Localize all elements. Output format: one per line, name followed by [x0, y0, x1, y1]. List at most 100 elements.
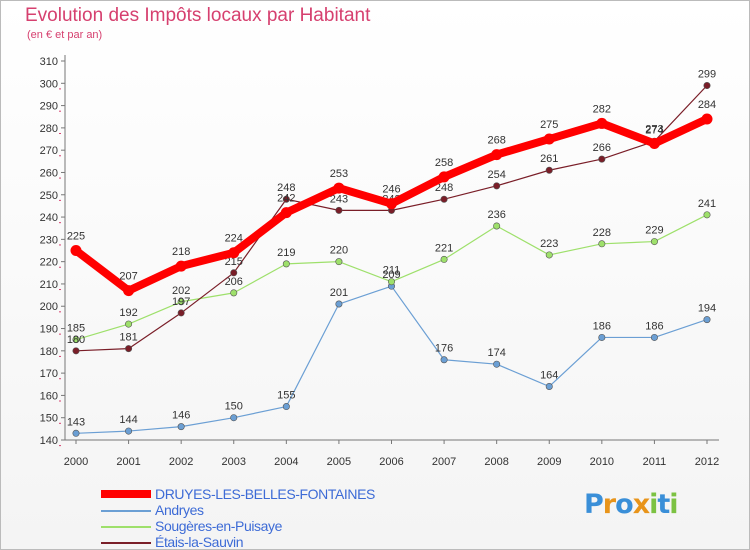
data-label: 144 [119, 414, 137, 426]
data-point [545, 251, 553, 259]
data-point [125, 427, 133, 435]
data-label: 186 [645, 320, 663, 332]
data-label: 164 [540, 369, 558, 381]
x-tick-label: 2005 [327, 456, 351, 468]
data-label: 155 [277, 390, 295, 402]
y-tick-label: 240 [40, 212, 58, 224]
legend-label: DRUYES-LES-BELLES-FONTAINES [155, 486, 375, 502]
data-point [230, 414, 238, 422]
y-tick-label: 260 [40, 167, 58, 179]
legend-label: Étais-la-Sauvin [155, 534, 244, 550]
data-point [72, 429, 80, 437]
x-tick-label: 2007 [432, 456, 456, 468]
data-label: 220 [330, 245, 348, 257]
y-tick-label: 310 [40, 56, 58, 68]
legend-swatch [101, 510, 151, 512]
data-point [648, 137, 660, 149]
data-label: 261 [540, 153, 558, 165]
series-sougeres-en-puisaye: 185 192 202 206 219 220 211 221 236 223 228 229 241 [67, 198, 716, 344]
x-tick-label: 2000 [64, 456, 88, 468]
y-tick-label: 160 [40, 390, 58, 402]
y-tick-label: 250 [40, 190, 58, 202]
data-label: 223 [540, 238, 558, 250]
data-point [440, 255, 448, 263]
data-label: 215 [225, 256, 243, 268]
data-point [598, 333, 606, 341]
data-point [703, 211, 711, 219]
x-tick-label: 2002 [169, 456, 193, 468]
data-point [282, 403, 290, 411]
series-druyes-les-belles-fontaines: 225 207 218 224 242 253 246 258 268 275 282 273 284 [67, 99, 716, 297]
data-point [177, 423, 185, 431]
y-tick-label: 230 [40, 234, 58, 246]
data-point [228, 247, 240, 259]
data-label: 192 [119, 307, 137, 319]
data-label: 218 [172, 246, 190, 258]
data-label: 224 [225, 233, 243, 245]
data-label: 254 [487, 169, 505, 181]
x-tick-label: 2004 [274, 456, 298, 468]
data-point [72, 347, 80, 355]
x-tick-label: 2006 [379, 456, 403, 468]
data-point [387, 278, 395, 286]
series-etais-la-sauvin: 180181197215248243243248254261266274299 [67, 69, 716, 355]
data-point [491, 149, 503, 161]
data-point [440, 356, 448, 364]
logo-letter: i [649, 489, 658, 520]
data-point [438, 171, 450, 183]
data-point [703, 82, 711, 90]
y-tick-label: 210 [40, 279, 58, 291]
data-point [493, 182, 501, 190]
data-point [650, 238, 658, 246]
data-label: 299 [698, 69, 716, 81]
data-label: 284 [698, 99, 716, 111]
data-label: 246 [382, 184, 400, 196]
data-point [177, 298, 185, 306]
y-tick-label: 280 [40, 123, 58, 135]
data-label: 228 [593, 227, 611, 239]
y-tick-label: 190 [40, 324, 58, 336]
data-point [598, 155, 606, 163]
x-tick-label: 2009 [537, 456, 561, 468]
logo-letter: r [602, 489, 616, 520]
data-label: 243 [330, 193, 348, 205]
data-point [280, 207, 292, 219]
data-point [335, 300, 343, 308]
data-label: 206 [225, 276, 243, 288]
data-point [177, 309, 185, 317]
chart-subtitle: (en € et par an) [27, 29, 103, 41]
data-label: 236 [487, 209, 505, 221]
data-point [440, 195, 448, 203]
data-label: 207 [119, 271, 137, 283]
data-label: 229 [645, 225, 663, 237]
chart-title: Evolution des Impôts locaux par Habitant [25, 5, 371, 26]
data-point [230, 289, 238, 297]
data-label: 219 [277, 247, 295, 259]
data-label: 275 [540, 119, 558, 131]
y-tick-label: 170 [40, 368, 58, 380]
data-point [175, 260, 187, 272]
data-label: 268 [487, 135, 505, 147]
data-point [545, 382, 553, 390]
data-label: 181 [119, 332, 137, 344]
data-label: 209 [382, 269, 400, 281]
x-tick-label: 2011 [643, 456, 667, 468]
data-point [72, 336, 80, 344]
data-point [333, 182, 345, 194]
data-point [701, 113, 713, 125]
x-tick-label: 2010 [590, 456, 614, 468]
proxiti-logo: Proxiti [584, 489, 679, 520]
y-tick-label: 270 [40, 145, 58, 157]
data-label: 194 [698, 303, 716, 315]
data-point [545, 166, 553, 174]
data-label: 242 [277, 193, 295, 205]
x-tick-label: 2012 [695, 456, 719, 468]
data-label: 221 [435, 242, 453, 254]
data-label: 185 [67, 323, 85, 335]
legend-label: Andryes [155, 502, 204, 518]
data-label: 266 [593, 142, 611, 154]
logo-letter: P [584, 489, 604, 520]
data-label: 146 [172, 410, 190, 422]
logo-letter: i [669, 489, 678, 520]
y-tick-label: 180 [40, 346, 58, 358]
